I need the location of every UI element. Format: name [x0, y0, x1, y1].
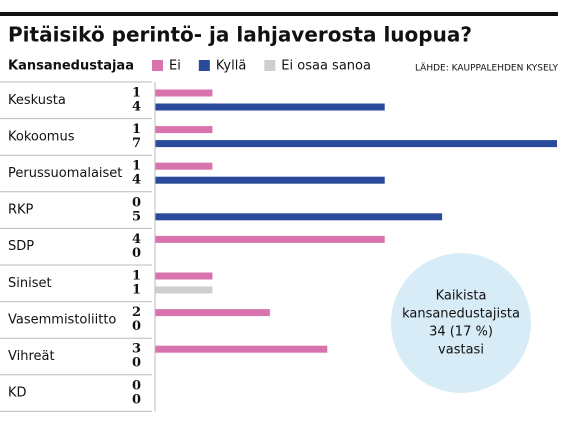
- bar: [155, 213, 443, 221]
- category-label: RKP: [8, 203, 34, 218]
- axis-label: Kansanedustajaa: [8, 59, 134, 74]
- value-label: 1: [132, 269, 141, 284]
- annotation-circle: [391, 253, 531, 393]
- bar: [155, 126, 213, 134]
- source: LÄHDE: KAUPPALEHDEN KYSELY: [415, 63, 559, 74]
- value-label: 4: [132, 100, 141, 115]
- category-label: Perussuomalaiset: [8, 166, 122, 181]
- value-label: 4: [132, 173, 141, 188]
- value-label: 7: [132, 136, 141, 151]
- category-label: Vihreät: [8, 349, 55, 364]
- category-label: Keskusta: [8, 93, 66, 108]
- category-label: KD: [8, 386, 27, 401]
- value-label: 0: [132, 319, 141, 334]
- bar: [155, 345, 328, 353]
- bar: [155, 309, 270, 317]
- annotation-text: vastasi: [438, 343, 484, 358]
- legend-label: Kyllä: [216, 59, 246, 74]
- annotation-text: 34 (17 %): [429, 325, 493, 340]
- value-label: 0: [132, 356, 141, 371]
- value-label: 0: [132, 392, 141, 407]
- category-label: SDP: [8, 239, 34, 254]
- bar: [155, 272, 213, 280]
- value-label: 0: [132, 378, 141, 393]
- chart-title: Pitäisikö perintö- ja lahjaverosta luopu…: [8, 23, 472, 47]
- bar: [155, 176, 385, 184]
- value-label: 4: [132, 232, 141, 247]
- category-label: Vasemmistoliitto: [8, 312, 116, 327]
- value-label: 0: [132, 246, 141, 261]
- annotation-text: Kaikista: [436, 289, 487, 304]
- bar: [155, 162, 213, 170]
- value-label: 3: [132, 342, 141, 357]
- bar: [155, 286, 213, 294]
- category-label: Siniset: [8, 276, 52, 291]
- legend-swatch: [264, 60, 276, 71]
- legend-swatch: [152, 60, 163, 71]
- value-label: 1: [132, 86, 141, 101]
- value-label: 1: [132, 283, 141, 298]
- bar: [155, 89, 213, 97]
- value-label: 0: [132, 195, 141, 210]
- value-label: 1: [132, 159, 141, 174]
- legend-label: Ei: [169, 59, 181, 74]
- value-label: 1: [132, 122, 141, 137]
- bar: [155, 103, 385, 111]
- legend-label: Ei osaa sanoa: [281, 59, 371, 74]
- value-label: 2: [132, 305, 141, 320]
- bar: [155, 140, 557, 148]
- top-rule: [0, 12, 558, 16]
- bar: [155, 235, 385, 243]
- value-label: 5: [132, 209, 141, 224]
- category-label: Kokoomus: [8, 129, 75, 144]
- legend-swatch: [198, 60, 210, 71]
- annotation-text: kansanedustajista: [402, 307, 520, 322]
